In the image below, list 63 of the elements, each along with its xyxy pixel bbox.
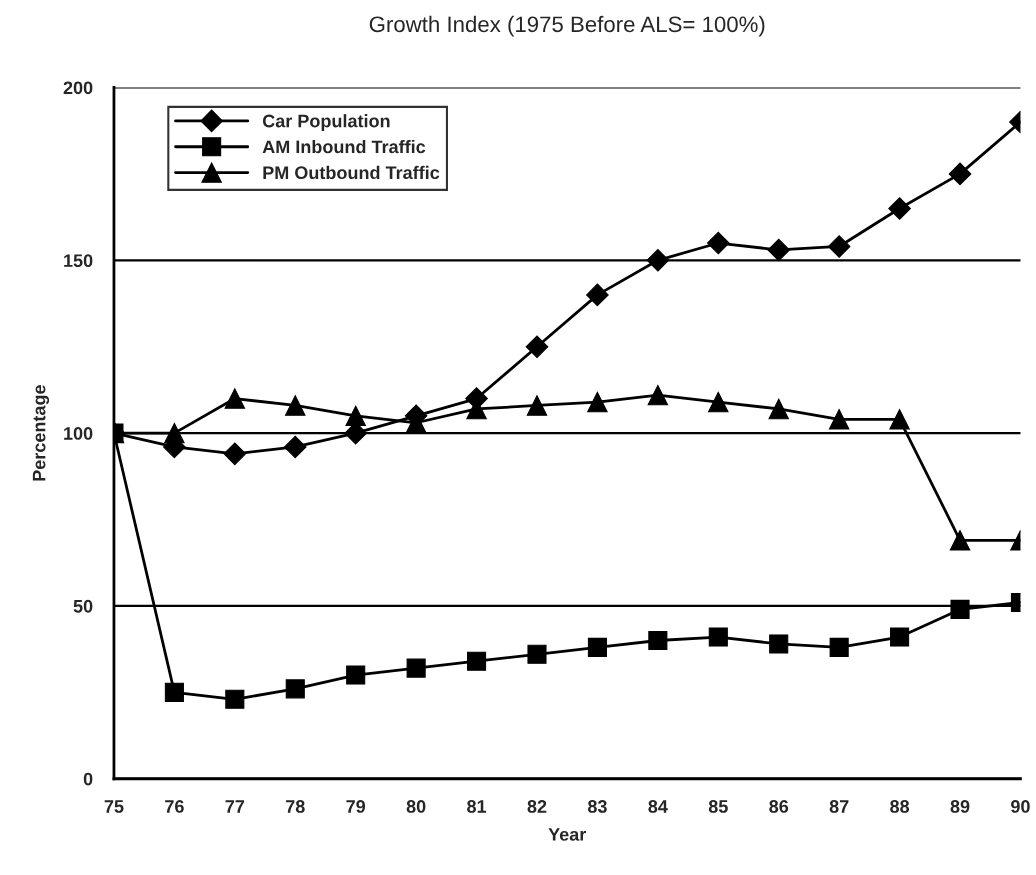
x-axis-title: Year <box>548 828 587 841</box>
x-tick-label: 90 <box>1011 800 1030 813</box>
point <box>769 634 789 654</box>
point <box>829 637 849 657</box>
point <box>223 442 247 466</box>
point <box>587 391 608 413</box>
x-tick-label: 75 <box>104 800 124 813</box>
y-tick-label: 0 <box>83 772 93 786</box>
point <box>406 658 426 678</box>
point <box>586 283 609 307</box>
point <box>888 197 911 220</box>
point <box>587 637 607 657</box>
point <box>768 398 789 420</box>
point <box>285 679 305 699</box>
x-tick-label: 87 <box>829 800 849 813</box>
x-tick-label: 85 <box>708 800 728 813</box>
point <box>950 599 970 619</box>
point <box>345 405 366 427</box>
point <box>708 391 729 413</box>
y-tick-label: 200 <box>63 81 93 95</box>
point <box>827 235 851 258</box>
point <box>225 689 245 709</box>
chart-title: Growth Index (1975 Before ALS= 100%) <box>369 15 765 37</box>
x-tick-label: 89 <box>950 800 970 813</box>
y-tick-label: 150 <box>64 254 93 268</box>
legend-label: Car Population <box>262 114 390 131</box>
legend-label: PM Outbound Traffic <box>263 165 440 180</box>
point <box>285 395 306 416</box>
x-tick-label: 76 <box>165 800 184 813</box>
point <box>164 682 184 702</box>
x-tick-label: 84 <box>648 800 668 813</box>
point <box>706 231 730 255</box>
x-tick-label: 88 <box>890 800 910 813</box>
x-tick-label: 86 <box>769 800 789 813</box>
point <box>949 530 971 551</box>
point <box>648 630 668 651</box>
x-tick-label: 80 <box>406 800 426 813</box>
point <box>526 395 548 416</box>
point <box>708 627 728 647</box>
point <box>889 409 910 430</box>
point <box>525 335 549 359</box>
point <box>828 409 850 430</box>
y-axis-title: Percentage <box>32 385 50 481</box>
x-tick-label: 78 <box>286 800 305 813</box>
point <box>948 162 972 186</box>
point <box>346 665 366 685</box>
y-tick-label: 100 <box>64 427 93 440</box>
x-tick-label: 79 <box>346 800 366 813</box>
point <box>527 644 547 664</box>
point <box>283 435 307 459</box>
x-tick-label: 81 <box>467 800 487 813</box>
point <box>224 388 246 409</box>
legend-label: AM Inbound Traffic <box>262 139 426 154</box>
x-tick-label: 77 <box>225 800 245 813</box>
point <box>767 238 791 262</box>
x-tick-label: 83 <box>587 800 607 813</box>
point <box>646 248 670 272</box>
point <box>467 651 487 671</box>
point <box>890 627 910 647</box>
y-tick-label: 50 <box>73 599 93 613</box>
x-tick-label: 82 <box>527 800 547 813</box>
point <box>164 422 185 444</box>
point <box>647 384 669 406</box>
